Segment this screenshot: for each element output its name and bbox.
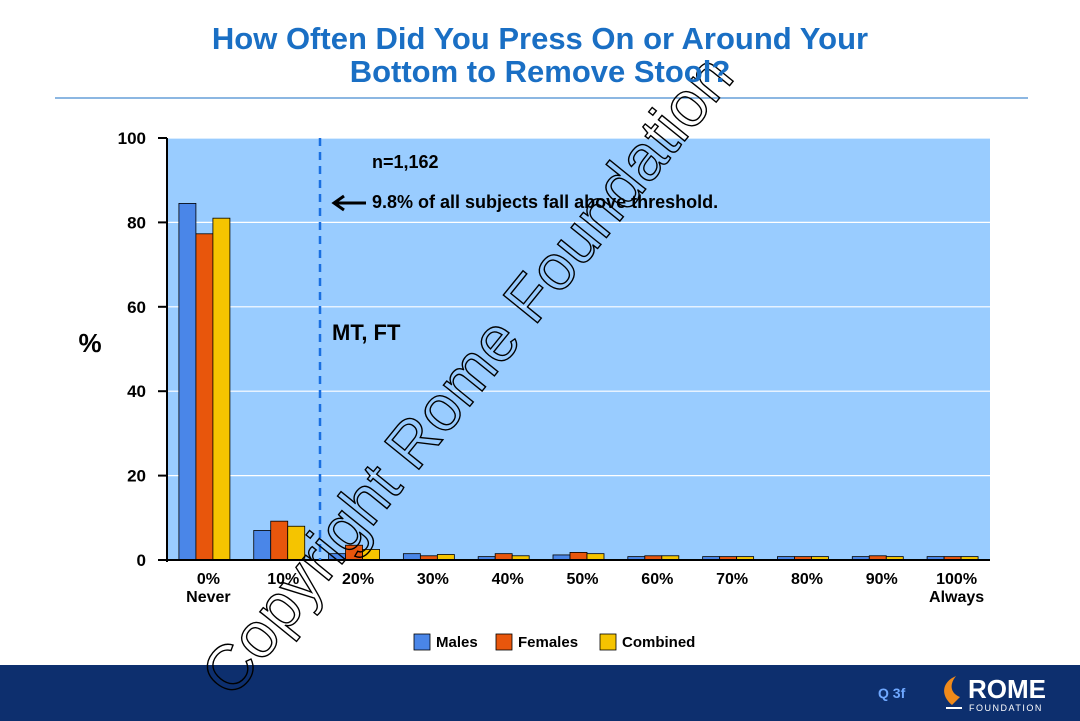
- arrow: [331, 194, 366, 212]
- y-axis-label: %: [78, 328, 101, 358]
- x-tick-label: 90%: [866, 571, 898, 588]
- chart-title: How Often Did You Press On or Around You…: [211, 21, 869, 89]
- x-tick-label: 0% Never: [186, 571, 230, 606]
- x-tick-label: 20%: [342, 571, 374, 588]
- bar: [178, 203, 197, 561]
- legend-label: Males: [436, 634, 478, 651]
- y-tick-label: 60: [127, 298, 146, 317]
- bar: [253, 530, 272, 561]
- x-tick-label: 60%: [641, 571, 673, 588]
- legend-label: Females: [518, 634, 578, 651]
- x-tick-label: 50%: [566, 571, 598, 588]
- annotation: MT, FT: [332, 320, 401, 345]
- y-tick-label: 0: [137, 551, 146, 570]
- annotation: 9.8% of all subjects fall above threshol…: [372, 192, 718, 212]
- x-tick-label: 40%: [492, 571, 524, 588]
- x-tick-label: 10%: [267, 571, 299, 588]
- legend-swatch: [495, 633, 513, 651]
- legend-swatch: [413, 633, 431, 651]
- legend-label: Combined: [622, 634, 695, 651]
- footer-bar: [0, 665, 1080, 721]
- logo-sub: FOUNDATION: [969, 703, 1043, 713]
- bar: [195, 233, 214, 561]
- logo: ROME: [968, 674, 1046, 704]
- y-tick-label: 20: [127, 467, 146, 486]
- bar: [212, 217, 231, 561]
- x-tick-label: 70%: [716, 571, 748, 588]
- slide-code: Q 3f: [878, 685, 906, 701]
- annotation: n=1,162: [372, 152, 439, 172]
- legend-swatch: [599, 633, 617, 651]
- bar: [569, 552, 588, 561]
- y-tick-label: 80: [127, 213, 146, 232]
- y-tick-label: 40: [127, 382, 146, 401]
- x-tick-label: 80%: [791, 571, 823, 588]
- x-tick-label: 30%: [417, 571, 449, 588]
- plot-area: [167, 138, 990, 560]
- x-tick-label: 100% Always: [929, 571, 984, 606]
- y-tick-label: 100: [118, 129, 146, 148]
- logo-icon: [944, 676, 960, 705]
